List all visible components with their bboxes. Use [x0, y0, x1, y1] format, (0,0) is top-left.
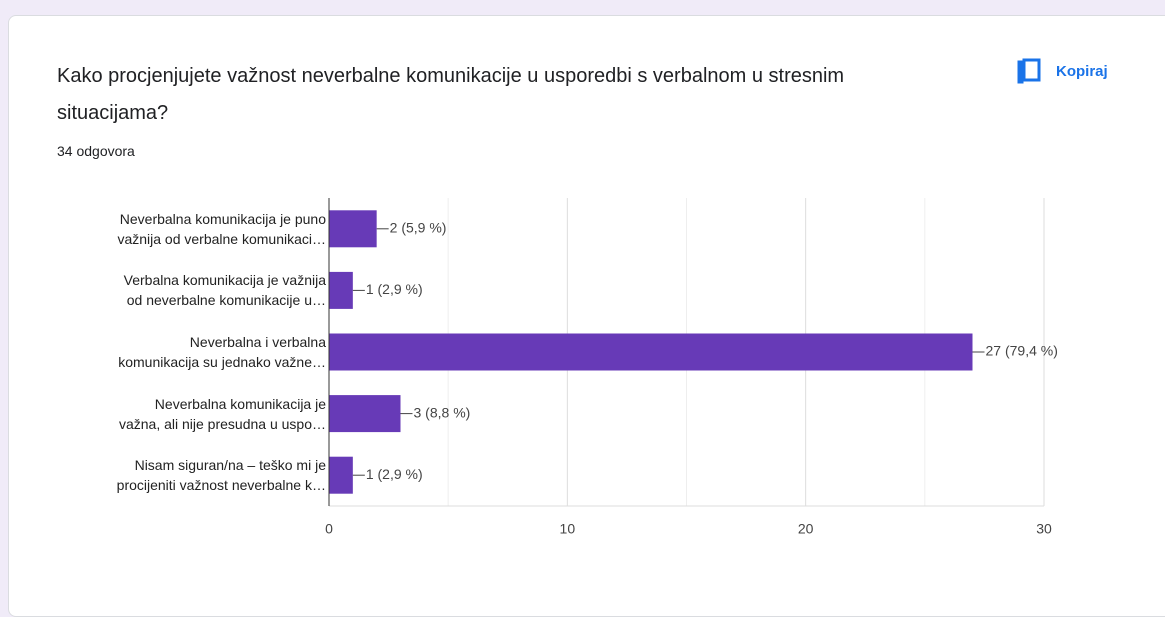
page: Kako procjenjujete važnost neverbalne ko… — [8, 15, 1165, 617]
copy-icon — [1017, 58, 1041, 84]
category-label-box: Neverbalna komunikacija je puno važnija … — [117, 210, 326, 247]
value-label: 1 (2,9 %) — [366, 281, 423, 297]
y-tick-label: Neverbalna i verbalna komunikacija su je… — [118, 333, 326, 370]
bar — [329, 333, 973, 371]
value-label: 3 (8,8 %) — [414, 404, 471, 420]
x-tick-label: 10 — [560, 521, 576, 537]
question-title: Kako procjenjujete važnost neverbalne ko… — [57, 65, 845, 124]
bar — [329, 456, 353, 494]
copy-button[interactable]: Kopiraj — [1016, 58, 1108, 84]
copy-label: Kopiraj — [1056, 62, 1108, 80]
y-tick-label: Verbalna komunikacija je važnija od neve… — [123, 272, 326, 309]
card — [8, 15, 1165, 617]
chart: 0 10 20 30 Neverbalna komunikacija je puno v… — [116, 198, 1058, 537]
response-count: 34 odgovora — [57, 143, 135, 159]
x-tick-label: 0 — [325, 521, 333, 537]
bar — [329, 210, 377, 248]
y-tick-label: Nisam siguran/na – teško mi je procijeni… — [116, 457, 326, 494]
category-label-box: Neverbalna komunikacija je važna, ali ni… — [118, 395, 326, 432]
value-label: 27 (79,4 %) — [986, 343, 1058, 359]
value-label: 1 (2,9 %) — [366, 466, 423, 482]
y-tick-label: Neverbalna komunikacija je važna, ali ni… — [118, 395, 326, 432]
category-label-box: Verbalna komunikacija je važnija od neve… — [123, 272, 326, 309]
x-tick-label: 30 — [1036, 521, 1052, 537]
value-label: 2 (5,9 %) — [390, 220, 447, 236]
category-label-box: Nisam siguran/na – teško mi je procijeni… — [116, 457, 326, 494]
bar — [329, 271, 353, 309]
y-tick-label: Neverbalna komunikacija je puno važnija … — [117, 210, 326, 247]
bar — [329, 395, 401, 433]
x-tick-label: 20 — [798, 521, 814, 537]
category-label-box: Neverbalna i verbalna komunikacija su je… — [118, 333, 326, 370]
